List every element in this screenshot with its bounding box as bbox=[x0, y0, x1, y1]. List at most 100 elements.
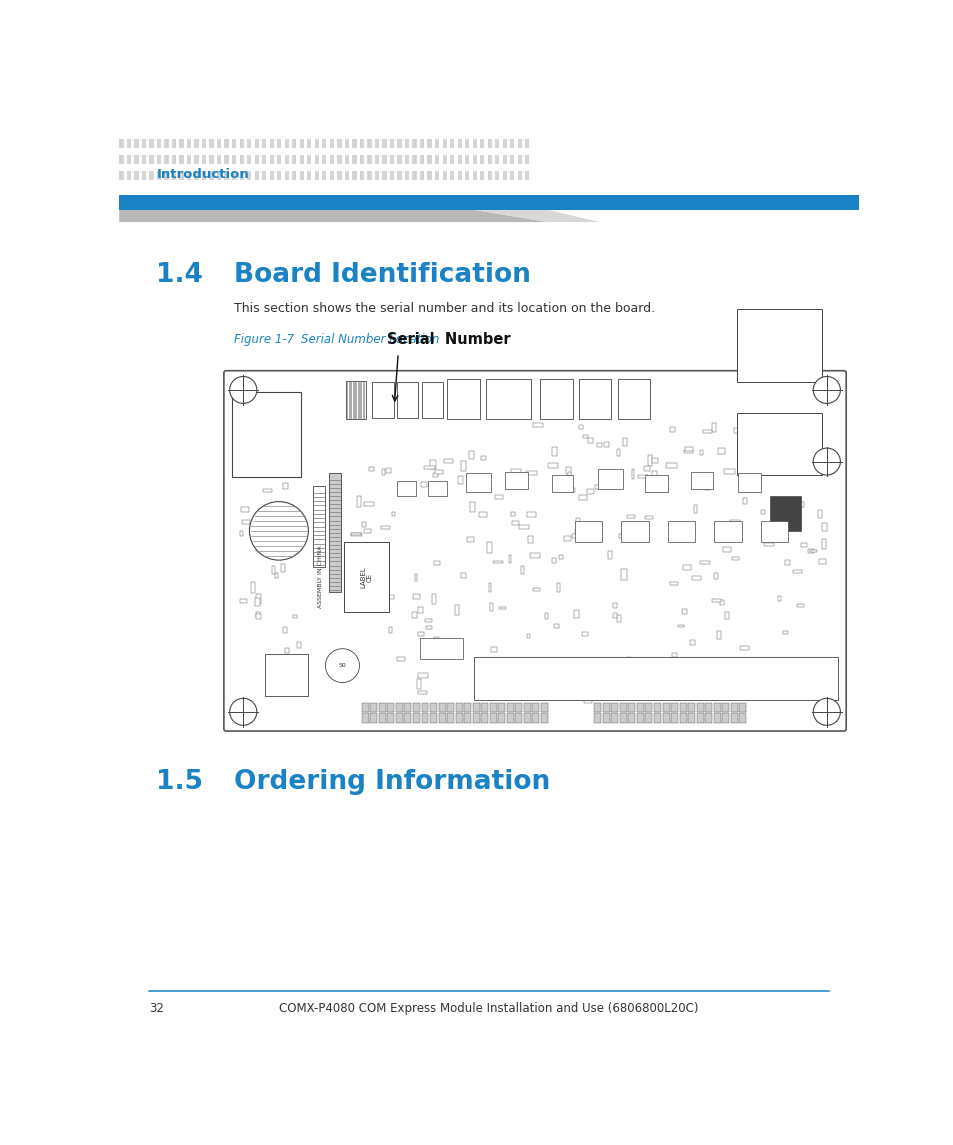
Bar bbox=[375, 155, 378, 164]
Bar bbox=[717, 631, 720, 639]
Bar bbox=[435, 469, 443, 474]
Bar bbox=[474, 657, 838, 700]
Bar bbox=[581, 632, 588, 635]
Bar bbox=[464, 155, 469, 164]
Bar bbox=[224, 155, 229, 164]
Bar bbox=[645, 703, 652, 712]
Bar bbox=[702, 431, 711, 433]
Bar bbox=[447, 713, 454, 722]
Bar bbox=[239, 530, 242, 536]
Bar bbox=[628, 703, 635, 712]
Bar bbox=[421, 703, 428, 712]
Bar bbox=[718, 448, 724, 453]
Bar bbox=[502, 155, 506, 164]
Bar bbox=[404, 140, 409, 148]
Bar bbox=[521, 672, 527, 677]
Bar bbox=[387, 703, 394, 712]
Bar bbox=[578, 495, 586, 499]
Bar bbox=[554, 624, 558, 627]
Bar bbox=[594, 713, 600, 722]
Bar bbox=[552, 696, 558, 698]
Bar bbox=[517, 155, 521, 164]
Bar bbox=[450, 171, 454, 180]
Bar bbox=[801, 543, 806, 546]
Bar bbox=[232, 155, 236, 164]
Bar bbox=[262, 171, 266, 180]
Bar bbox=[737, 473, 760, 492]
Bar bbox=[671, 653, 677, 657]
Bar bbox=[242, 520, 251, 523]
Bar bbox=[782, 631, 787, 633]
Bar bbox=[119, 140, 123, 148]
Bar bbox=[270, 171, 274, 180]
Bar bbox=[497, 713, 505, 722]
Bar bbox=[391, 513, 395, 516]
Bar bbox=[337, 140, 341, 148]
Bar bbox=[270, 140, 274, 148]
Bar bbox=[724, 611, 728, 619]
Bar bbox=[595, 484, 600, 489]
Bar bbox=[466, 537, 474, 542]
Bar bbox=[736, 309, 821, 382]
Bar bbox=[254, 155, 258, 164]
Bar bbox=[359, 155, 364, 164]
Bar bbox=[480, 713, 488, 722]
Bar bbox=[691, 472, 712, 489]
Bar bbox=[265, 654, 307, 696]
Bar bbox=[523, 703, 530, 712]
Bar bbox=[421, 382, 443, 418]
Bar bbox=[665, 464, 676, 468]
Circle shape bbox=[230, 698, 256, 725]
Bar bbox=[427, 481, 447, 496]
Circle shape bbox=[812, 448, 840, 475]
Bar bbox=[417, 690, 427, 694]
Bar bbox=[472, 703, 479, 712]
Bar bbox=[691, 576, 700, 581]
Bar bbox=[711, 423, 715, 432]
Bar bbox=[696, 703, 703, 712]
Bar bbox=[515, 703, 521, 712]
Bar bbox=[262, 140, 266, 148]
Bar bbox=[528, 536, 532, 543]
Circle shape bbox=[230, 377, 256, 403]
Bar bbox=[711, 599, 720, 602]
Bar bbox=[637, 703, 643, 712]
Bar bbox=[389, 627, 392, 633]
Bar bbox=[619, 703, 626, 712]
Bar bbox=[582, 435, 588, 439]
Bar bbox=[611, 703, 618, 712]
Bar bbox=[736, 413, 821, 475]
Bar bbox=[247, 171, 251, 180]
Bar bbox=[378, 703, 385, 712]
Bar bbox=[434, 638, 438, 642]
Bar bbox=[270, 553, 274, 555]
Bar bbox=[134, 171, 138, 180]
Circle shape bbox=[249, 502, 308, 560]
Bar bbox=[370, 703, 377, 712]
Bar bbox=[613, 602, 617, 608]
Bar bbox=[479, 155, 484, 164]
Bar bbox=[284, 155, 289, 164]
Bar bbox=[617, 615, 620, 622]
Bar bbox=[637, 475, 647, 479]
Bar bbox=[492, 561, 502, 563]
Bar bbox=[239, 171, 244, 180]
Bar bbox=[489, 602, 493, 611]
Bar bbox=[438, 703, 445, 712]
Bar bbox=[187, 171, 191, 180]
Bar bbox=[632, 468, 634, 479]
Bar bbox=[645, 713, 652, 722]
Bar bbox=[172, 155, 176, 164]
Bar bbox=[618, 534, 625, 538]
Bar bbox=[478, 513, 486, 516]
Bar bbox=[510, 155, 514, 164]
Bar bbox=[721, 713, 728, 722]
Bar bbox=[164, 155, 169, 164]
Bar bbox=[280, 563, 285, 572]
Bar bbox=[375, 140, 378, 148]
Bar bbox=[239, 155, 244, 164]
Bar bbox=[532, 703, 538, 712]
Bar bbox=[700, 561, 709, 563]
Bar bbox=[450, 155, 454, 164]
Bar bbox=[487, 543, 491, 553]
